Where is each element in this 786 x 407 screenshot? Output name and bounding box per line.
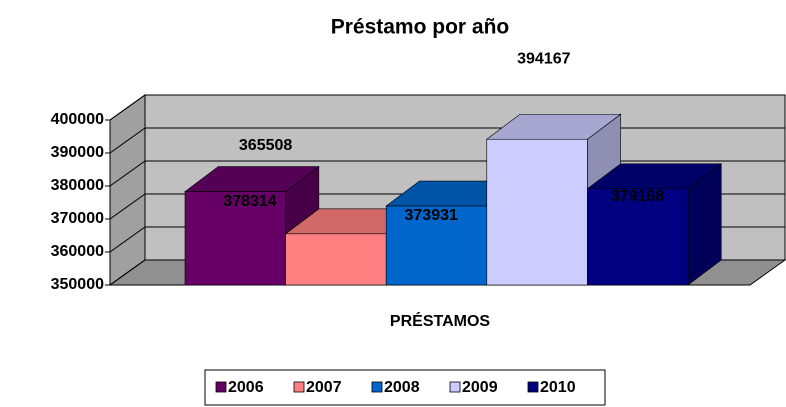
y-tick-label: 400000: [51, 111, 104, 128]
legend-label: 2006: [228, 379, 264, 396]
chart-title: Préstamo por año: [331, 16, 510, 39]
legend-label: 2010: [540, 379, 576, 396]
data-label: 378314: [223, 193, 276, 210]
bar: [385, 205, 488, 286]
bar: [285, 233, 387, 286]
data-label: 394167: [517, 50, 570, 67]
y-tick-label: 350000: [51, 276, 104, 293]
legend-swatch: [215, 381, 227, 393]
legend-label: 2007: [306, 379, 342, 396]
grid-line: [109, 94, 785, 121]
legend-swatch: [527, 381, 539, 393]
legend-swatch: [371, 381, 383, 393]
side-wall: [109, 94, 146, 286]
data-label: 379168: [611, 188, 664, 205]
y-tick-label: 390000: [51, 144, 104, 161]
y-tick-label: 360000: [51, 243, 104, 260]
bar: [587, 188, 689, 286]
bar: [486, 138, 588, 286]
legend-swatch: [293, 381, 305, 393]
data-label: 365508: [239, 137, 292, 154]
legend-swatch: [449, 381, 461, 393]
y-tick-label: 370000: [51, 210, 104, 227]
x-axis-label: PRÉSTAMOS: [390, 311, 490, 330]
data-label: 373931: [405, 207, 458, 224]
legend-label: 2009: [462, 379, 498, 396]
bar: [184, 191, 286, 286]
y-tick-label: 380000: [51, 177, 104, 194]
legend-label: 2008: [384, 379, 420, 396]
